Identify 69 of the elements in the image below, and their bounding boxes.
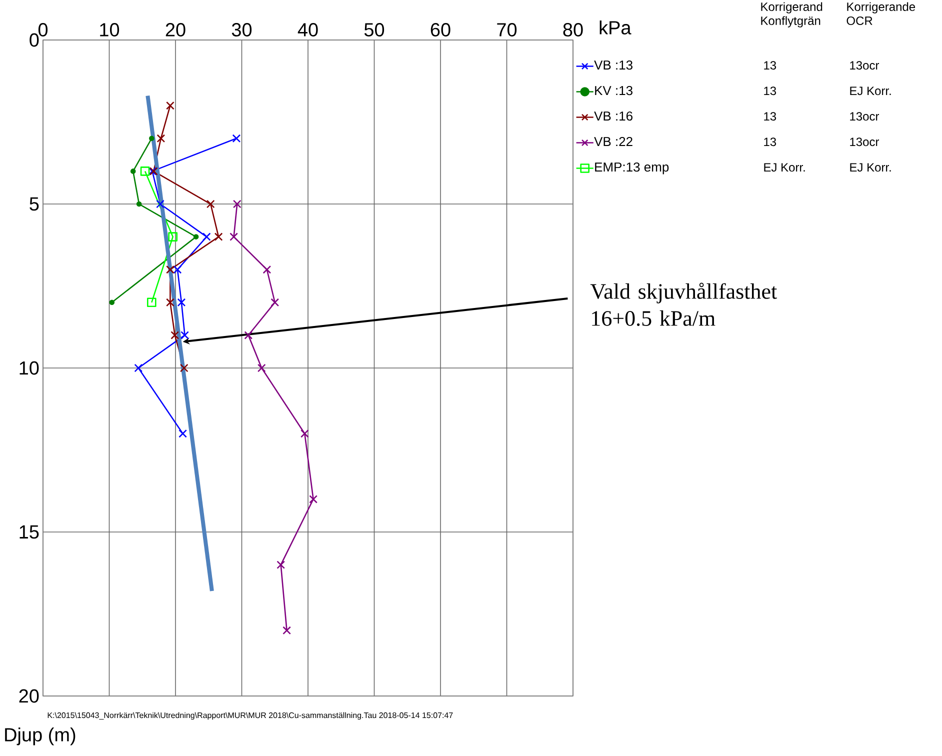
text: EJ Korr. [764, 163, 805, 172]
x-tick-label: 80 [563, 23, 583, 36]
y-axis-title: Djup (m) [5, 728, 76, 746]
x-tick-label: 20 [166, 23, 186, 36]
point [180, 364, 188, 372]
legend-label: VB :13 [594, 60, 632, 70]
point [140, 166, 150, 176]
text: 13 [764, 61, 776, 70]
y-tick-label: 10 [20, 361, 39, 375]
point [156, 200, 164, 208]
text: Korrigerand Konflytgrän [761, 2, 822, 28]
y-tick-label: 20 [19, 689, 39, 703]
point [244, 331, 253, 340]
y-tick-label: 15 [20, 525, 39, 539]
x-tick-label: 50 [364, 23, 384, 36]
x-tick-label: 70 [497, 23, 517, 36]
text: 13 [764, 138, 776, 146]
point [193, 234, 199, 240]
text: Korrigerande OCR [846, 2, 916, 25]
point [270, 298, 280, 307]
point [232, 134, 241, 143]
point [282, 626, 291, 635]
legend-label: KV :13 [595, 86, 632, 96]
x-tick-label: 0 [38, 23, 48, 36]
point [178, 429, 187, 438]
point [166, 265, 174, 274]
point [214, 232, 223, 241]
text: K:\2015\15043_Norrkärr\Teknik\Utredning\Rapport\MUR\MUR 2018\Cu-sammanställning.Tau 2018-05-14 15:07:47 [48, 712, 453, 720]
point [300, 429, 309, 438]
point [180, 331, 189, 340]
text: EJ Korr. [850, 163, 891, 172]
point [257, 364, 266, 372]
x-tick-label: 60 [430, 23, 450, 36]
text: 13ocr [850, 138, 880, 146]
text: EJ Korr. [850, 86, 891, 96]
point [309, 495, 318, 504]
point [130, 168, 136, 174]
point [134, 364, 143, 372]
text: 13ocr [850, 112, 880, 121]
point [109, 300, 115, 306]
point [156, 134, 166, 143]
text: 13ocr [850, 61, 880, 70]
point [149, 136, 154, 142]
point [262, 265, 272, 274]
legend-label: EMP:13 emp [595, 162, 669, 174]
legend-label: VB :22 [594, 136, 632, 146]
legend-label: VB :16 [594, 111, 632, 121]
text: 13 [764, 86, 776, 96]
point [136, 201, 142, 207]
point [166, 298, 174, 307]
y-tick-label: 0 [30, 33, 39, 47]
point [177, 298, 186, 307]
point [147, 298, 156, 308]
point [276, 560, 286, 569]
text: 13 [764, 112, 776, 121]
x-tick-label: 10 [100, 23, 120, 36]
point [173, 265, 182, 274]
x-axis-title: kPa [600, 20, 632, 34]
point [170, 331, 180, 340]
point [230, 232, 238, 241]
x-tick-label: 30 [232, 23, 252, 36]
point [232, 200, 242, 208]
annotation: Vald skjuvhållfasthet 16+0.5 kPa/m [590, 282, 778, 326]
point [166, 101, 174, 110]
point [206, 200, 215, 208]
point [168, 232, 178, 242]
x-tick-label: 40 [298, 23, 318, 36]
point [202, 232, 211, 241]
y-tick-label: 5 [30, 197, 39, 211]
